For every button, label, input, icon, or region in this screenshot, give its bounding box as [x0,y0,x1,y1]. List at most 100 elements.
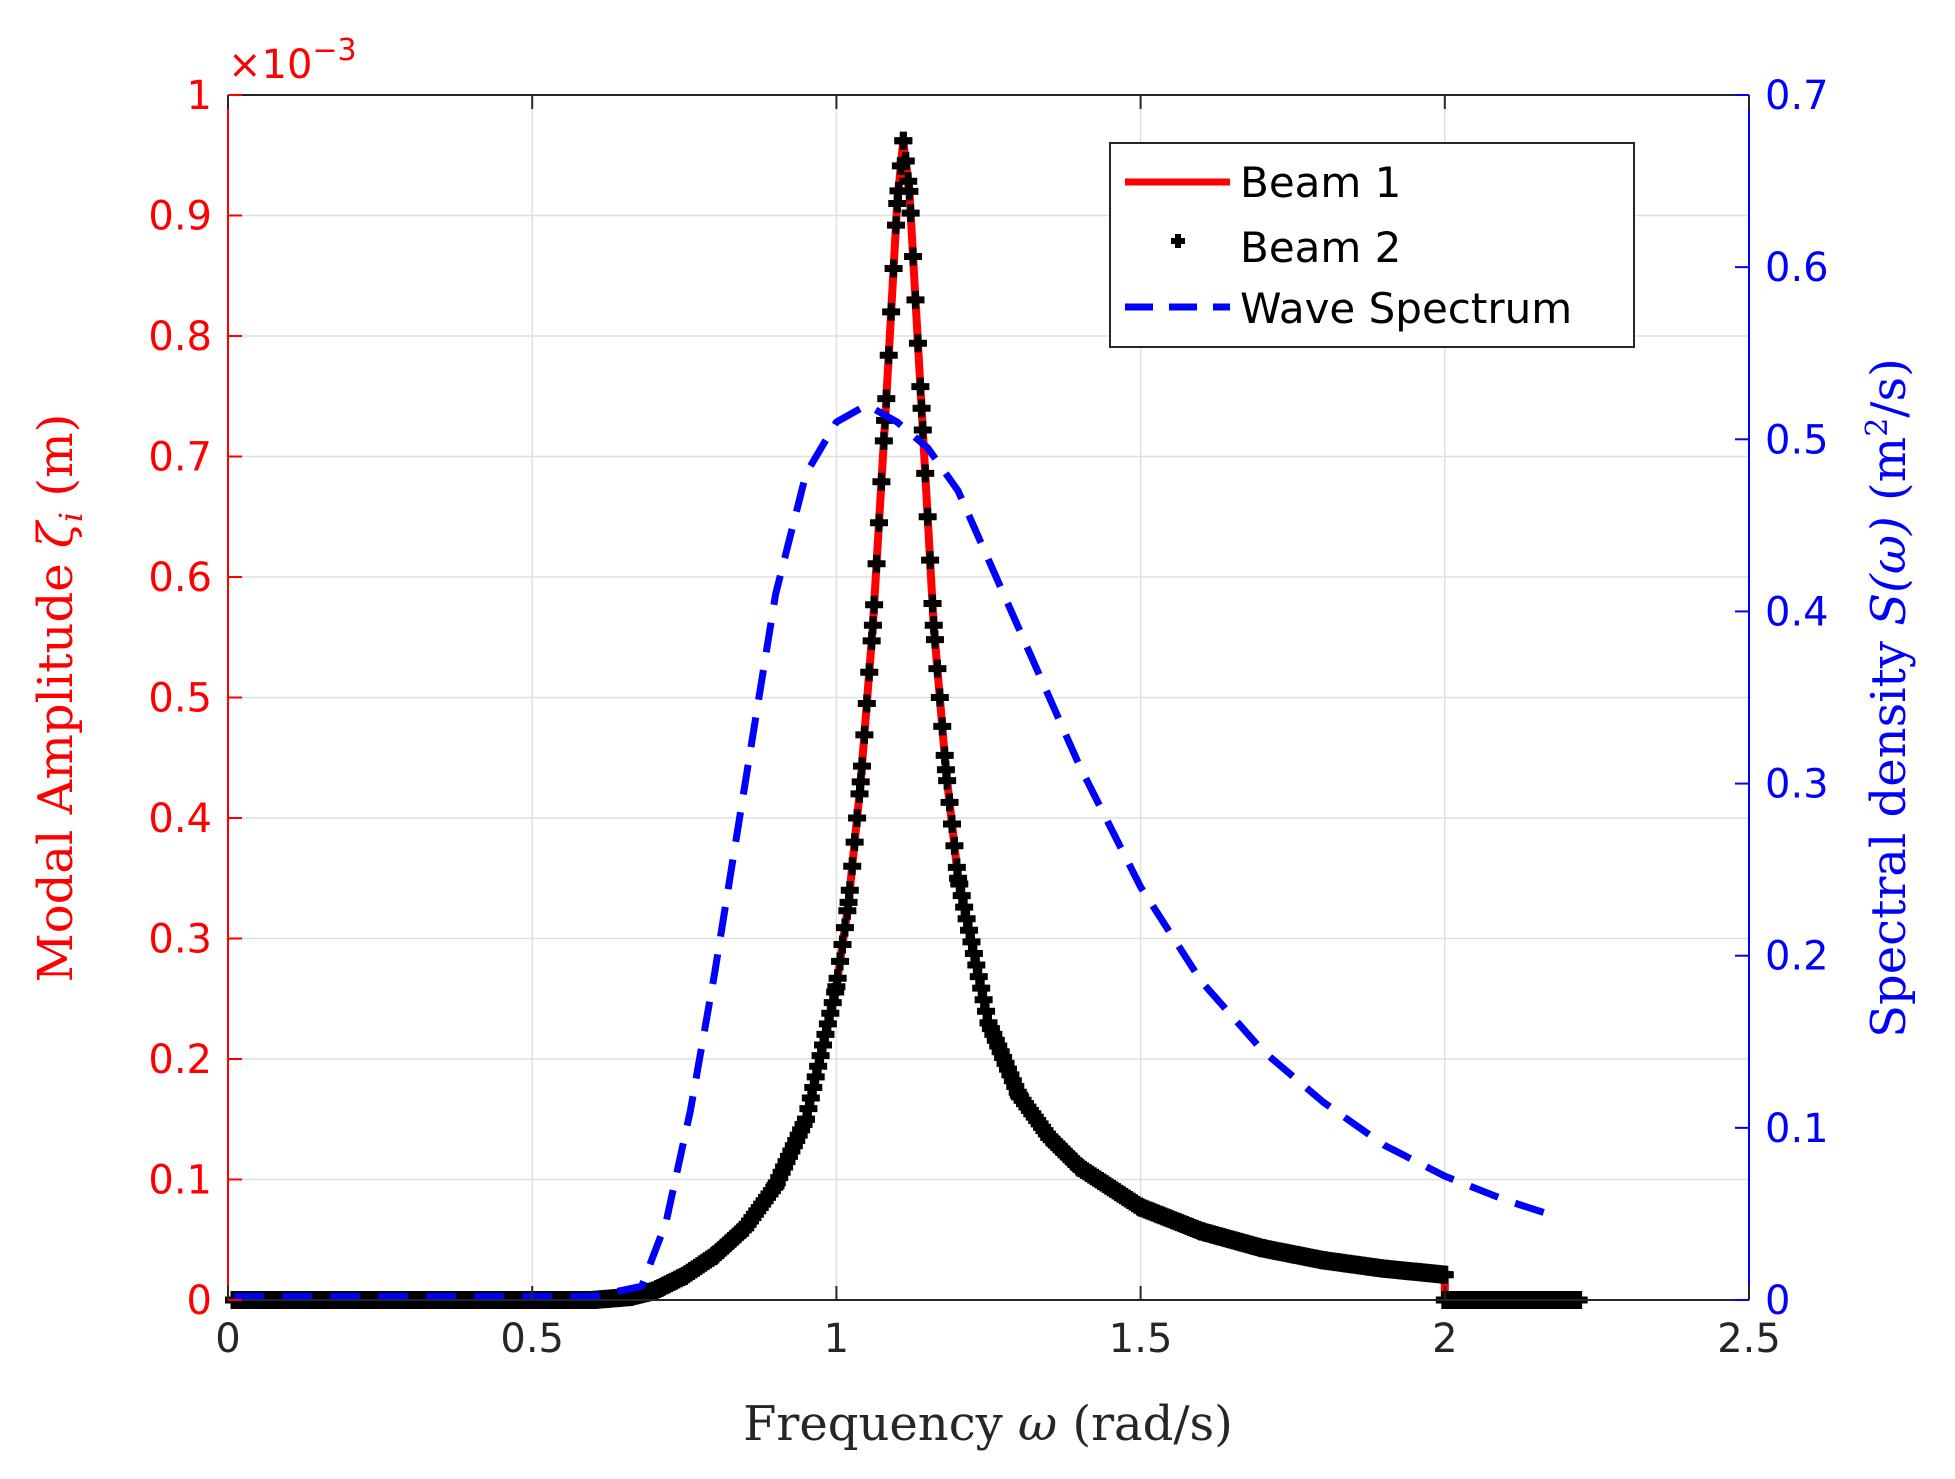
y-right-tick-label: 0.5 [1765,417,1829,463]
series-beam-2-marker [891,156,910,175]
y-left-exponent-label: ×10−3 [228,33,357,88]
series-beam-2-marker [874,431,893,450]
legend-beam2-label: Beam 2 [1240,223,1401,272]
series-beam-2-marker [845,833,864,852]
series-beam-2-marker [935,746,954,765]
series-beam-2-point [851,772,870,791]
series-beam-2-marker [940,793,959,812]
series-beam-2-marker [801,1089,820,1108]
series-beam-2-marker [906,290,925,309]
series-beam-2-marker [950,875,969,894]
series-beam-2-marker [894,131,913,150]
y-right-tick-label: 0.1 [1765,1106,1829,1152]
series-beam-2-marker [964,944,983,963]
series-beam-2-marker [867,554,886,573]
series-beam-2-marker [882,302,901,321]
series-beam-2-point [863,616,882,635]
series-beam-2-marker [933,717,952,736]
series-beam-2-marker [835,918,854,937]
series-beam-2-marker [1434,1265,1453,1284]
y-left-tick-label: 0.6 [148,555,212,601]
series-beam-2-marker [804,1078,823,1097]
series-beam-2-marker [840,881,859,900]
legend-box [1109,142,1635,348]
series-beam-2-marker [833,935,852,954]
y-right-tick-label: 0 [1765,1278,1790,1324]
series-beam-2-marker [848,809,867,827]
series-beam-2-marker [828,969,847,988]
x-label-text: Frequency [743,1396,1018,1452]
legend-beam2-swatch [1171,234,1185,248]
series-beam-2-marker [952,886,971,905]
series-wave-spectrum-line [234,401,1550,1301]
series-beam-2-marker [918,507,937,526]
series-beam-2-marker [799,1099,818,1118]
series-beam-2-marker [843,857,862,876]
series-beam-2-marker [826,983,845,1002]
y-right-tick-label: 0.4 [1765,589,1829,635]
y-right-axis-label: Spectral density S(ω) (m2/s) [1860,358,1917,1038]
series-beam-2-marker [955,898,974,917]
x-tick-label: 0 [215,1316,240,1362]
x-label-symbol: ω [1018,1396,1057,1452]
series-beam-2-point [888,194,907,213]
series-beam-2-marker [850,784,869,803]
x-label-units: (rad/s) [1057,1396,1233,1452]
series-beam-2-marker [809,1057,828,1076]
series-beam-2-marker [962,932,981,951]
series-beam-2-marker [969,967,988,986]
series-beam-2-point [924,616,943,635]
exponent-base: ×10 [228,42,312,88]
series-beam-2-marker [869,513,888,532]
series-beam-2-marker [908,334,927,353]
series-beam-2-marker [806,1067,825,1086]
y-left-label-units: (m) [28,414,84,512]
series-beam-2-marker [877,389,896,408]
series-beam-2-marker [865,595,884,614]
y-left-tick-label: 0.4 [148,796,212,842]
series-beam-2-marker [977,1002,996,1021]
series-beam-2-marker [838,901,857,920]
y-left-tick-label: 1 [187,73,212,119]
series-beam-2-marker [857,694,876,713]
y-left-tick-label: 0.9 [148,194,212,240]
x-tick-label: 1 [824,1316,849,1362]
y-left-tick-label: 0.2 [148,1037,212,1083]
y-left-label-subscript: i [52,512,90,522]
y-right-tick-label: 0.3 [1765,762,1829,808]
x-tick-label: 2 [1432,1316,1457,1362]
series-beam-2-marker [811,1046,830,1065]
series-beam-2-marker [967,956,986,975]
series-beam-2-marker [957,909,976,928]
x-tick-label: 1.5 [1109,1316,1173,1362]
x-tick-label: 2.5 [1717,1316,1781,1362]
series-beam-2-point [936,760,955,779]
series-beam-2-marker [904,247,923,266]
y-left-tick-label: 0.7 [148,435,212,481]
series-beam-2-marker [896,152,915,171]
y-left-label-symbol: ζ [28,519,84,548]
series-beam-2-marker [925,630,944,649]
series-beam-2-marker [901,204,920,223]
y-left-tick-label: 0.1 [148,1158,212,1204]
series-beam-2-marker [928,659,947,678]
series-beam-2-marker [938,771,957,790]
series-beam-2-marker [930,688,949,707]
series-beam-2-marker [852,757,871,776]
y-left-label-text: Modal Amplitude [28,548,84,982]
y-left-tick-label: 0 [187,1278,212,1324]
series-beam-2-point [876,411,895,430]
legend: Beam 1 Beam 2 Wave Spectrum [1109,142,1635,348]
series-beam-2-marker [911,377,930,396]
exponent-power: −3 [312,33,356,68]
y-right-tick-label: 0.7 [1765,73,1829,119]
series-beam-2-marker [879,346,898,365]
y-right-tick-label: 0.6 [1765,245,1829,291]
series-beam-2-marker [889,181,908,200]
y-right-label-symbol: S(ω) [1861,516,1917,625]
y-left-tick-label: 0.3 [148,917,212,963]
series-beam-2-marker [899,172,918,191]
series-beam-2-marker [818,1014,837,1033]
y-right-label-units-post: /s) [1861,358,1917,418]
series-beam-2-marker [872,472,891,491]
